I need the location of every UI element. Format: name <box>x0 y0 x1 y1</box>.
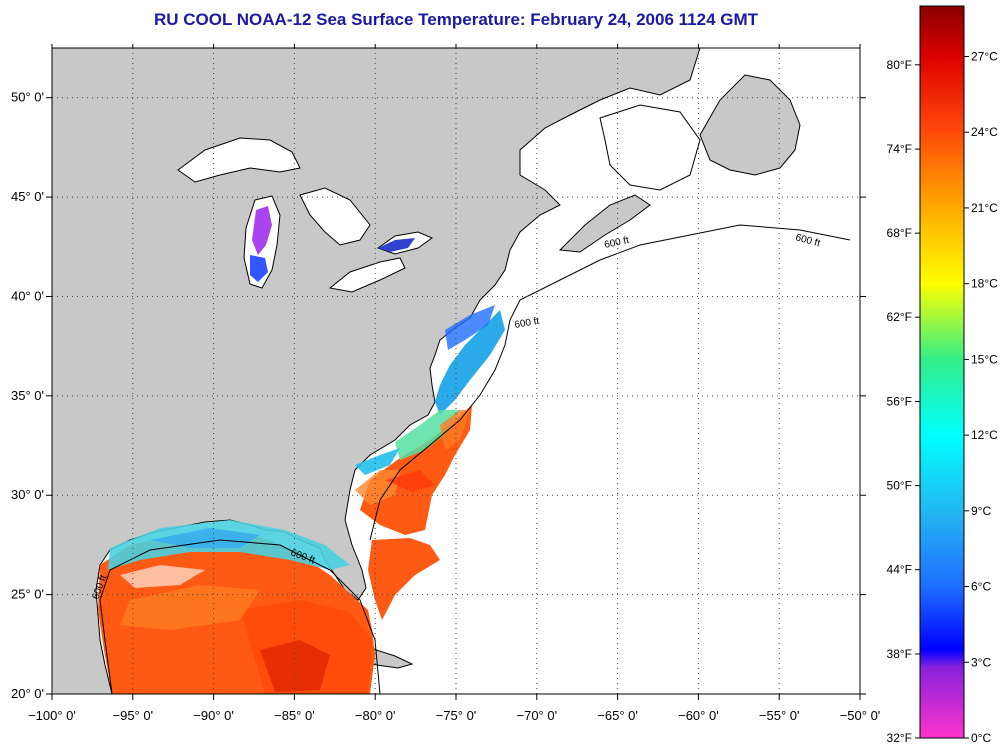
lat-tick-label: 45° 0' <box>11 189 44 204</box>
celsius-label: 12°C <box>971 428 998 442</box>
depth-contour-600ft <box>99 224 851 694</box>
fahrenheit-label: 50°F <box>887 479 912 493</box>
celsius-label: 24°C <box>971 125 998 139</box>
land-nova-scotia <box>558 194 651 253</box>
lat-tick-label: 35° 0' <box>11 388 44 403</box>
gulf-of-st-lawrence <box>599 104 701 191</box>
lat-tick-label: 50° 0' <box>11 90 44 105</box>
lon-tick-label: −65° 0' <box>597 708 638 723</box>
colorbar-ticks: 0°C 3°C 6°C 9°C 12°C 15°C 18°C 21°C 24°C 27°C 32°F… <box>887 49 999 745</box>
celsius-label: 15°C <box>971 352 998 366</box>
map-axes: −100° 0' −95° 0' −90° 0' −85° 0' −80° 0' −75°… <box>11 44 880 723</box>
fahrenheit-label: 44°F <box>887 563 912 577</box>
lat-tick-label: 40° 0' <box>11 288 44 303</box>
celsius-label: 21°C <box>971 201 998 215</box>
celsius-label: 18°C <box>971 277 998 291</box>
contour-label: 600 ft <box>603 235 630 251</box>
fahrenheit-label: 74°F <box>887 142 912 156</box>
fahrenheit-label: 38°F <box>887 647 912 661</box>
lon-tick-label: −85° 0' <box>274 708 315 723</box>
map-title: RU COOL NOAA-12 Sea Surface Temperature:… <box>153 10 759 29</box>
lon-tick-label: −100° 0' <box>28 708 76 723</box>
lake-erie <box>328 257 406 293</box>
lon-tick-label: −55° 0' <box>759 708 800 723</box>
celsius-label: 9°C <box>971 504 991 518</box>
lake-superior <box>177 137 301 183</box>
fahrenheit-label: 56°F <box>887 395 912 409</box>
lon-tick-label: −60° 0' <box>678 708 719 723</box>
fahrenheit-label: 80°F <box>887 58 912 72</box>
lat-tick-label: 25° 0' <box>11 587 44 602</box>
celsius-label: 3°C <box>971 655 991 669</box>
lat-tick-label: 20° 0' <box>11 686 44 701</box>
lake-huron <box>299 187 371 246</box>
lon-tick-label: −90° 0' <box>193 708 234 723</box>
fahrenheit-label: 32°F <box>887 731 912 745</box>
celsius-label: 0°C <box>971 731 991 745</box>
contour-label: 600 ft <box>514 316 541 331</box>
lon-tick-label: −95° 0' <box>113 708 154 723</box>
celsius-label: 6°C <box>971 580 991 594</box>
lat-tick-label: 30° 0' <box>11 487 44 502</box>
lon-tick-label: −70° 0' <box>517 708 558 723</box>
lon-tick-label: −50° 0' <box>840 708 881 723</box>
celsius-label: 27°C <box>971 49 998 63</box>
fahrenheit-label: 62°F <box>887 310 912 324</box>
colorbar <box>919 5 965 739</box>
land-newfoundland <box>699 74 801 176</box>
sst-swaths <box>98 206 505 694</box>
lon-tick-label: −75° 0' <box>436 708 477 723</box>
lon-tick-label: −80° 0' <box>355 708 396 723</box>
fahrenheit-label: 68°F <box>887 226 912 240</box>
